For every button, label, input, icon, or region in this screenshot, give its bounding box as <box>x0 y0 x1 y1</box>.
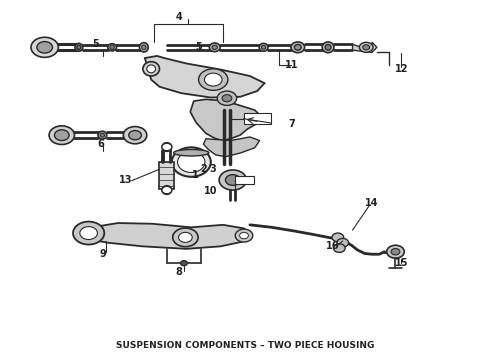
Ellipse shape <box>173 149 209 156</box>
Circle shape <box>178 232 192 242</box>
Ellipse shape <box>322 42 334 53</box>
Ellipse shape <box>172 147 211 177</box>
Circle shape <box>217 91 237 105</box>
Text: 11: 11 <box>285 60 298 70</box>
Ellipse shape <box>98 131 107 139</box>
Circle shape <box>222 95 232 102</box>
Text: 1: 1 <box>192 170 198 180</box>
Ellipse shape <box>291 42 305 53</box>
Circle shape <box>31 37 58 57</box>
Circle shape <box>337 238 348 247</box>
Ellipse shape <box>177 152 205 172</box>
Ellipse shape <box>140 42 148 52</box>
Text: 15: 15 <box>394 258 408 268</box>
Circle shape <box>359 42 373 52</box>
Circle shape <box>333 244 345 252</box>
Text: 10: 10 <box>204 186 218 197</box>
Ellipse shape <box>100 133 104 137</box>
Ellipse shape <box>261 45 266 49</box>
Circle shape <box>332 233 343 242</box>
Ellipse shape <box>143 62 159 76</box>
Polygon shape <box>78 223 250 249</box>
Ellipse shape <box>147 65 156 73</box>
Ellipse shape <box>209 43 220 51</box>
Text: 7: 7 <box>288 120 295 129</box>
Text: 13: 13 <box>119 175 132 185</box>
Polygon shape <box>203 137 260 157</box>
Text: 9: 9 <box>100 248 107 258</box>
Bar <box>159 162 174 189</box>
Circle shape <box>225 175 240 185</box>
Circle shape <box>129 131 142 140</box>
Circle shape <box>80 226 98 239</box>
Text: 4: 4 <box>175 12 182 22</box>
Polygon shape <box>190 99 262 140</box>
Circle shape <box>198 69 228 90</box>
Circle shape <box>172 228 198 247</box>
Circle shape <box>180 261 187 266</box>
Ellipse shape <box>75 43 83 51</box>
Text: 3: 3 <box>210 164 217 174</box>
Text: 5: 5 <box>93 39 99 49</box>
Ellipse shape <box>142 45 146 50</box>
Ellipse shape <box>294 44 301 50</box>
Circle shape <box>240 232 248 239</box>
Circle shape <box>54 130 69 140</box>
Ellipse shape <box>162 186 172 194</box>
Text: 8: 8 <box>175 267 182 277</box>
Text: 12: 12 <box>394 64 408 74</box>
Text: 6: 6 <box>98 139 104 149</box>
Circle shape <box>219 170 246 190</box>
Circle shape <box>73 222 104 244</box>
Circle shape <box>387 245 404 258</box>
Ellipse shape <box>325 44 331 50</box>
Polygon shape <box>352 42 377 52</box>
Ellipse shape <box>212 45 218 49</box>
Polygon shape <box>145 56 265 98</box>
Circle shape <box>123 127 147 144</box>
Text: 2: 2 <box>200 164 207 174</box>
Ellipse shape <box>108 44 117 51</box>
Circle shape <box>391 248 400 255</box>
Bar <box>235 176 254 184</box>
Ellipse shape <box>110 45 114 49</box>
Circle shape <box>162 143 172 150</box>
Circle shape <box>162 186 172 194</box>
Circle shape <box>204 73 222 86</box>
Circle shape <box>49 126 74 144</box>
Text: SUSPENSION COMPONENTS – TWO PIECE HOUSING: SUSPENSION COMPONENTS – TWO PIECE HOUSIN… <box>116 341 374 350</box>
Bar <box>244 113 271 125</box>
Ellipse shape <box>259 43 268 51</box>
Circle shape <box>37 41 52 53</box>
Circle shape <box>235 229 253 242</box>
Text: 16: 16 <box>326 241 340 251</box>
Circle shape <box>363 45 369 50</box>
Ellipse shape <box>162 143 172 151</box>
Ellipse shape <box>77 45 81 49</box>
Text: 5: 5 <box>195 42 202 52</box>
Text: 14: 14 <box>365 198 379 208</box>
